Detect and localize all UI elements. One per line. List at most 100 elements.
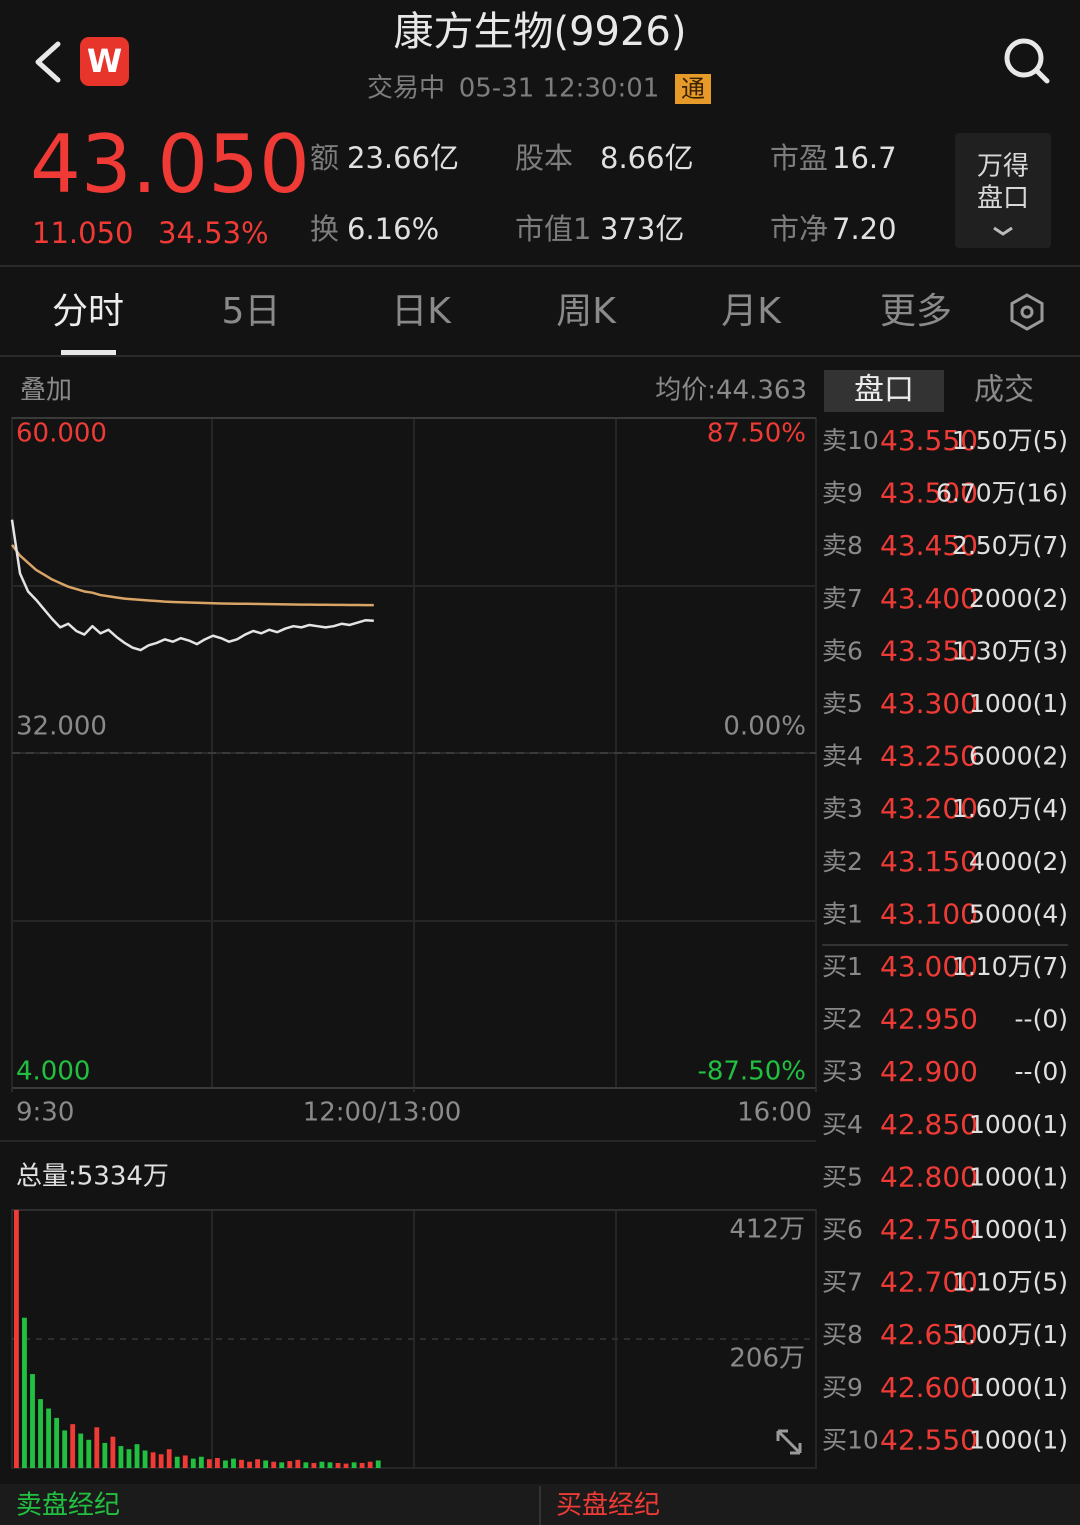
settings-dot [1020, 305, 1034, 319]
stock-title: 康方生物(9926) [393, 9, 686, 55]
period-tab[interactable]: 周K [556, 291, 617, 332]
volume-bar [46, 1408, 51, 1468]
stat-value: 16.7 [832, 141, 897, 175]
tab-underline [61, 350, 116, 355]
book-level: 买6 [822, 1215, 863, 1244]
book-level: 卖5 [822, 689, 863, 718]
volume-bar [231, 1458, 236, 1468]
time-tick-label: 9:30 [16, 1098, 74, 1128]
time-tick-label: 12:00/13:00 [303, 1098, 462, 1128]
book-price: 42.700 [880, 1266, 978, 1299]
book-volume: 1000(1) [969, 1425, 1068, 1454]
book-price: 42.600 [880, 1371, 978, 1404]
period-tab[interactable]: 日K [391, 291, 452, 332]
book-volume: --(0) [1015, 1057, 1068, 1086]
price-change-pct: 34.53% [158, 216, 269, 250]
badge-text: 通 [681, 75, 705, 103]
volume-bar [150, 1452, 156, 1468]
volume-bar [30, 1374, 35, 1468]
book-price: 42.900 [880, 1055, 978, 1088]
book-price: 43.500 [880, 477, 978, 510]
stat-value: 6.16% [347, 212, 439, 246]
pct-tick-label: 87.50% [707, 419, 806, 449]
book-level: 买1 [822, 952, 863, 981]
book-tab-active [824, 370, 944, 412]
stat-value: 7.20 [832, 212, 897, 246]
book-volume: 1000(1) [969, 1373, 1068, 1402]
volume-bar [118, 1446, 124, 1468]
volume-bar [319, 1461, 325, 1468]
book-volume: 1.50万(5) [952, 426, 1068, 455]
period-tab[interactable]: 月K [721, 291, 782, 332]
volume-bar [22, 1317, 27, 1468]
volume-tick-label: 206万 [729, 1344, 805, 1374]
stat-label: 市值1 [515, 212, 591, 246]
book-level: 卖8 [822, 531, 863, 560]
book-level: 卖7 [822, 584, 863, 613]
badge [675, 74, 711, 104]
stat-label: 换 [310, 212, 339, 246]
book-tab[interactable]: 成交 [974, 373, 1034, 408]
book-price: 42.650 [880, 1318, 978, 1351]
book-volume: 1000(1) [969, 689, 1068, 718]
volume-bar [110, 1436, 116, 1468]
period-tab[interactable]: 更多 [880, 291, 952, 332]
volume-bar [255, 1459, 261, 1468]
app-logo[interactable] [80, 37, 129, 86]
book-price: 43.250 [880, 740, 978, 773]
volume-bar [271, 1461, 277, 1468]
book-volume: 1000(1) [969, 1110, 1068, 1139]
book-volume: 1000(1) [969, 1215, 1068, 1244]
book-volume: 6000(2) [969, 742, 1068, 771]
period-tab[interactable]: 5日 [222, 291, 281, 332]
book-level: 买4 [822, 1110, 863, 1139]
sell-broker-tab[interactable]: 卖盘经纪 [16, 1491, 120, 1521]
search-handle [1034, 68, 1050, 84]
book-volume: 1.60万(4) [952, 794, 1068, 823]
period-tab[interactable]: 分时 [52, 291, 124, 332]
book-level: 卖4 [822, 742, 863, 771]
volume-title: 总量:5334万 [16, 1162, 169, 1192]
depth-button-line: 万得 [977, 152, 1029, 182]
pct-tick-label: -87.50% [697, 1057, 806, 1087]
book-volume: --(0) [1015, 1005, 1068, 1034]
book-volume: 2000(2) [969, 584, 1068, 613]
book-price: 43.100 [880, 897, 978, 930]
price-line [10, 519, 374, 652]
settings-icon[interactable] [1010, 293, 1044, 331]
avg-price: 均价:44.363 [655, 376, 807, 406]
buy-broker-tab[interactable]: 买盘经纪 [556, 1491, 660, 1521]
book-price: 43.150 [880, 845, 978, 878]
depth-button[interactable] [955, 133, 1051, 248]
volume-bar [351, 1462, 357, 1468]
search-icon[interactable] [1004, 38, 1044, 78]
volume-bar [198, 1456, 204, 1468]
book-volume: 6.70万(16) [936, 479, 1068, 508]
volume-bar [215, 1457, 220, 1468]
price-tick-label: 60.000 [16, 419, 107, 449]
overlay-button[interactable]: 叠加 [20, 376, 72, 406]
avg-price-line [10, 544, 374, 607]
price-tick-label: 4.000 [16, 1057, 90, 1087]
book-price: 42.550 [880, 1423, 978, 1456]
book-tab[interactable]: 盘口 [854, 373, 914, 408]
volume-bar [182, 1455, 188, 1468]
back-button[interactable] [35, 41, 61, 83]
volume-bar [14, 1210, 19, 1468]
book-price: 42.850 [880, 1108, 978, 1141]
book-price: 43.300 [880, 687, 978, 720]
stat-value: 8.66亿 [600, 141, 694, 175]
volume-bar [335, 1462, 341, 1468]
volume-bar [239, 1459, 244, 1468]
book-price: 42.750 [880, 1213, 978, 1246]
expand-icon[interactable] [776, 1429, 802, 1455]
logo-text: W [87, 42, 122, 80]
depth-button-line: 盘口 [977, 184, 1029, 214]
book-level: 买2 [822, 1005, 863, 1034]
book-price: 42.950 [880, 1003, 978, 1036]
volume-bar [375, 1460, 381, 1468]
volume-bar [166, 1449, 172, 1468]
volume-bar [327, 1462, 333, 1468]
